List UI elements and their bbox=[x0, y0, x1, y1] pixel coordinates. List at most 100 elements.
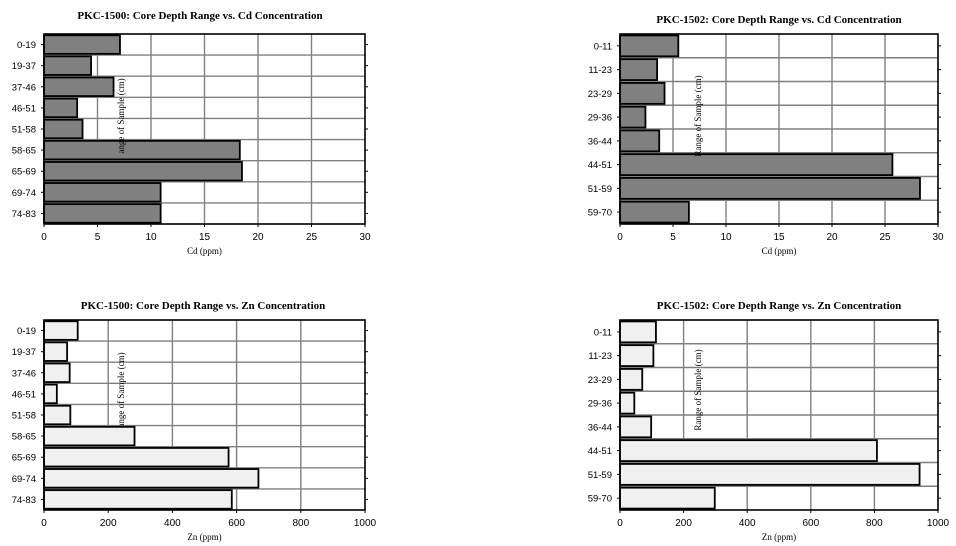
bar bbox=[619, 153, 894, 176]
x-tick-label: 200 bbox=[675, 518, 692, 529]
category-label: 23-29 bbox=[588, 375, 612, 386]
category-label: 46-51 bbox=[12, 389, 36, 400]
plot-frame bbox=[619, 319, 939, 511]
category-label: 44-51 bbox=[588, 160, 612, 171]
x-tick-label: 1000 bbox=[927, 518, 950, 529]
category-label: 58-65 bbox=[12, 146, 36, 157]
x-tick-label: 20 bbox=[252, 232, 264, 243]
x-tick-label: 25 bbox=[879, 232, 891, 243]
category-label: 65-69 bbox=[12, 167, 36, 178]
category-label: 0-11 bbox=[594, 327, 612, 338]
category-label: 51-58 bbox=[12, 125, 36, 136]
chart-title: PKC-1502: Core Depth Range vs. Cd Concen… bbox=[656, 14, 901, 26]
plot-frame bbox=[619, 33, 939, 225]
category-label: 0-19 bbox=[17, 40, 36, 51]
x-tick-label: 30 bbox=[932, 232, 944, 243]
category-label: 69-74 bbox=[12, 188, 36, 199]
bar bbox=[619, 177, 921, 200]
category-label: 51-59 bbox=[588, 470, 612, 481]
bar bbox=[619, 368, 644, 391]
bar bbox=[43, 97, 79, 119]
category-label: 37-46 bbox=[12, 368, 36, 379]
chart-title: PKC-1500: Core Depth Range vs. Cd Concen… bbox=[77, 10, 322, 22]
x-tick-label: 200 bbox=[100, 518, 117, 529]
category-label: 46-51 bbox=[12, 103, 36, 114]
category-label: 11-23 bbox=[588, 65, 612, 76]
bar bbox=[619, 34, 680, 58]
bar bbox=[43, 203, 162, 224]
bar bbox=[619, 415, 653, 439]
category-label: 58-65 bbox=[12, 432, 36, 443]
category-label: 29-36 bbox=[588, 113, 612, 124]
bar bbox=[619, 320, 657, 344]
x-tick-label: 10 bbox=[145, 232, 157, 243]
bar bbox=[43, 362, 71, 383]
bar bbox=[43, 425, 136, 447]
chart-title: PKC-1500: Core Depth Range vs. Zn Concen… bbox=[81, 300, 326, 312]
x-tick-label: 800 bbox=[866, 518, 883, 529]
bar bbox=[43, 489, 233, 510]
x-tick-label: 20 bbox=[826, 232, 838, 243]
category-label: 37-46 bbox=[12, 82, 36, 93]
y-axis-label: ange of Sample (cm) bbox=[116, 352, 126, 427]
chart-zn-1500: PKC-1500: Core Depth Range vs. Zn Concen… bbox=[12, 300, 377, 542]
x-axis-label: Cd (ppm) bbox=[762, 246, 797, 256]
x-tick-label: 800 bbox=[292, 518, 309, 529]
x-tick-label: 400 bbox=[164, 518, 181, 529]
category-label: 51-59 bbox=[588, 184, 612, 195]
x-axis-label: Cd (ppm) bbox=[187, 246, 222, 256]
category-label: 0-19 bbox=[17, 326, 36, 337]
x-tick-label: 600 bbox=[228, 518, 245, 529]
x-tick-label: 30 bbox=[359, 232, 371, 243]
category-label: 19-37 bbox=[12, 61, 36, 72]
bar bbox=[619, 58, 658, 81]
bar bbox=[619, 105, 647, 129]
category-label: 74-83 bbox=[12, 209, 36, 220]
chart-cd-1502: PKC-1502: Core Depth Range vs. Cd Concen… bbox=[588, 14, 944, 256]
bar bbox=[619, 129, 661, 153]
x-axis-label: Zn (ppm) bbox=[762, 532, 796, 542]
bar bbox=[43, 118, 84, 140]
bar bbox=[619, 463, 921, 486]
bar bbox=[43, 55, 92, 76]
category-label: 23-29 bbox=[588, 89, 612, 100]
x-tick-label: 1000 bbox=[354, 518, 377, 529]
x-tick-label: 0 bbox=[41, 518, 47, 529]
bar bbox=[43, 139, 241, 161]
x-tick-label: 400 bbox=[739, 518, 756, 529]
bar bbox=[43, 161, 243, 182]
y-axis-label: Range of Sample (cm) bbox=[693, 75, 703, 156]
bar bbox=[43, 404, 72, 426]
category-label: 69-74 bbox=[12, 474, 36, 485]
category-label: 74-83 bbox=[12, 495, 36, 506]
y-axis-label: Range of Sample (cm) bbox=[693, 349, 703, 430]
bar bbox=[43, 341, 69, 362]
x-tick-label: 0 bbox=[41, 232, 47, 243]
x-tick-label: 25 bbox=[306, 232, 318, 243]
bar bbox=[619, 200, 690, 224]
x-tick-label: 15 bbox=[199, 232, 211, 243]
bar bbox=[43, 383, 58, 405]
x-tick-label: 5 bbox=[95, 232, 101, 243]
category-label: 59-70 bbox=[588, 494, 612, 505]
category-label: 51-58 bbox=[12, 411, 36, 422]
bar bbox=[619, 486, 716, 510]
x-tick-label: 10 bbox=[720, 232, 732, 243]
y-axis-label: ange of Sample (cm) bbox=[116, 78, 126, 153]
bar bbox=[43, 182, 162, 203]
chart-title: PKC-1502: Core Depth Range vs. Zn Concen… bbox=[657, 300, 902, 312]
bar bbox=[43, 34, 121, 55]
bar bbox=[619, 344, 655, 367]
bar bbox=[43, 468, 260, 489]
category-label: 29-36 bbox=[588, 399, 612, 410]
chart-cd-1500: PKC-1500: Core Depth Range vs. Cd Concen… bbox=[12, 10, 371, 256]
category-label: 36-44 bbox=[588, 136, 612, 147]
x-tick-label: 15 bbox=[773, 232, 785, 243]
bar bbox=[619, 82, 666, 105]
bar bbox=[43, 76, 115, 97]
bar bbox=[619, 391, 636, 415]
x-tick-label: 0 bbox=[617, 518, 623, 529]
x-tick-label: 0 bbox=[617, 232, 623, 243]
x-axis-label: Zn (ppm) bbox=[187, 532, 221, 542]
